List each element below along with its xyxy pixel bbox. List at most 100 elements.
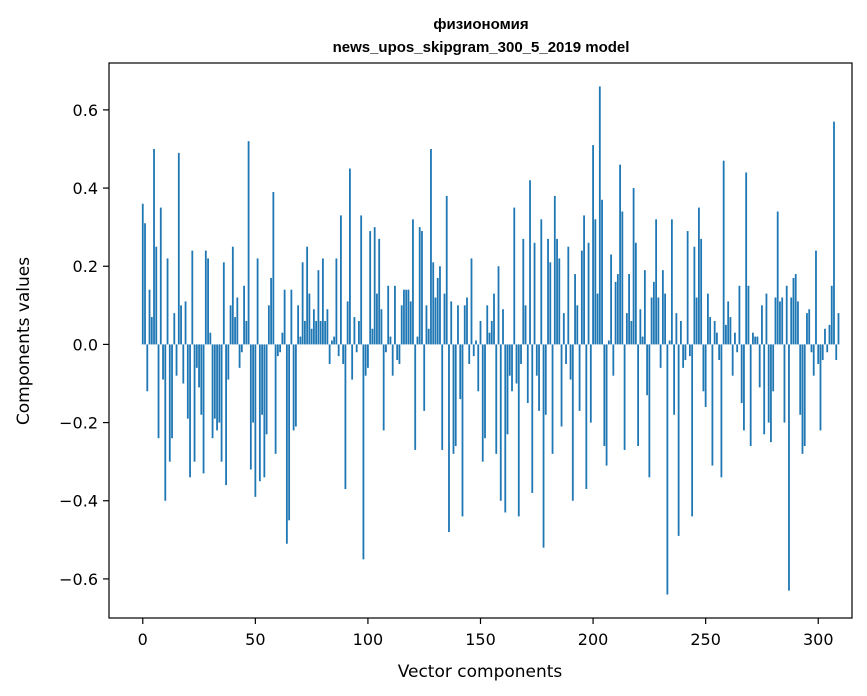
bar [481,344,484,462]
y-tick-label: 0.6 [73,101,98,120]
bar [643,270,646,345]
bar [810,344,813,353]
bar [200,344,203,415]
bar [400,305,403,345]
bar [385,344,387,353]
bar [477,344,480,392]
bar [801,344,804,454]
bar [418,227,421,345]
x-axis-label: Vector components [398,662,563,682]
bars-group [141,86,840,595]
bar [312,309,315,345]
bar [162,344,164,380]
y-tick-label: 0.4 [73,179,98,198]
bar [594,219,597,345]
bar [421,231,423,345]
bar [382,344,385,431]
bar [157,344,160,439]
bar [677,344,680,536]
bar [454,344,457,447]
bar [553,195,556,345]
bar [538,344,540,411]
bar [806,313,808,345]
bar [763,344,766,435]
bar [234,317,236,345]
bar [556,238,558,345]
bar [666,344,669,595]
bar [326,309,329,345]
bar [513,207,516,345]
bar [344,344,347,490]
bar [355,344,358,353]
bar [673,344,676,415]
bar [495,344,498,454]
bar [583,215,585,345]
bar [698,207,700,345]
bar [423,344,426,411]
bar [405,289,408,345]
bar [607,340,610,345]
bar [254,344,257,497]
bar [670,219,673,345]
bar [353,317,356,345]
plot-area [108,62,853,619]
bar [799,344,802,415]
bar [337,344,340,357]
bar [324,320,327,345]
bar [360,215,363,345]
bar [331,340,333,345]
bar [639,309,642,345]
bar [675,313,678,345]
bar [141,203,144,345]
bar [191,250,194,345]
bar [625,313,628,345]
bar [270,277,273,345]
bar [517,344,520,517]
bar [623,344,626,450]
bar [470,258,473,345]
bar [155,246,158,345]
bar [220,344,223,462]
bar [661,270,664,345]
bar [693,246,696,345]
bar [688,344,691,357]
x-tick-label: 100 [353,630,384,649]
bar [828,324,831,345]
bar [364,344,367,376]
bar [258,344,261,482]
bar [288,344,291,521]
bar [792,277,795,345]
bar [837,313,840,345]
bar [664,293,667,345]
bar [218,344,221,423]
x-tick-label: 200 [578,630,609,649]
bar [648,344,651,478]
bar [533,242,536,345]
bar [529,180,531,345]
bar [490,320,493,345]
bar [207,258,209,345]
bar [216,344,218,431]
bar [508,344,511,376]
bar [463,305,466,345]
bar [457,305,459,345]
bar [522,238,525,345]
bar [171,344,173,439]
bar [754,336,757,345]
bar [734,332,736,345]
bar [252,344,254,423]
bar [222,262,225,345]
bar [267,305,270,345]
bar [146,344,149,392]
bar [736,344,739,353]
bar [655,219,658,345]
y-tick-label: −0.4 [59,492,98,511]
bar [434,297,437,345]
bar [704,344,707,407]
bar [779,301,781,345]
bar [409,301,412,345]
bar [646,344,649,396]
bar [713,320,716,345]
bar [432,262,435,345]
bar [727,301,730,345]
